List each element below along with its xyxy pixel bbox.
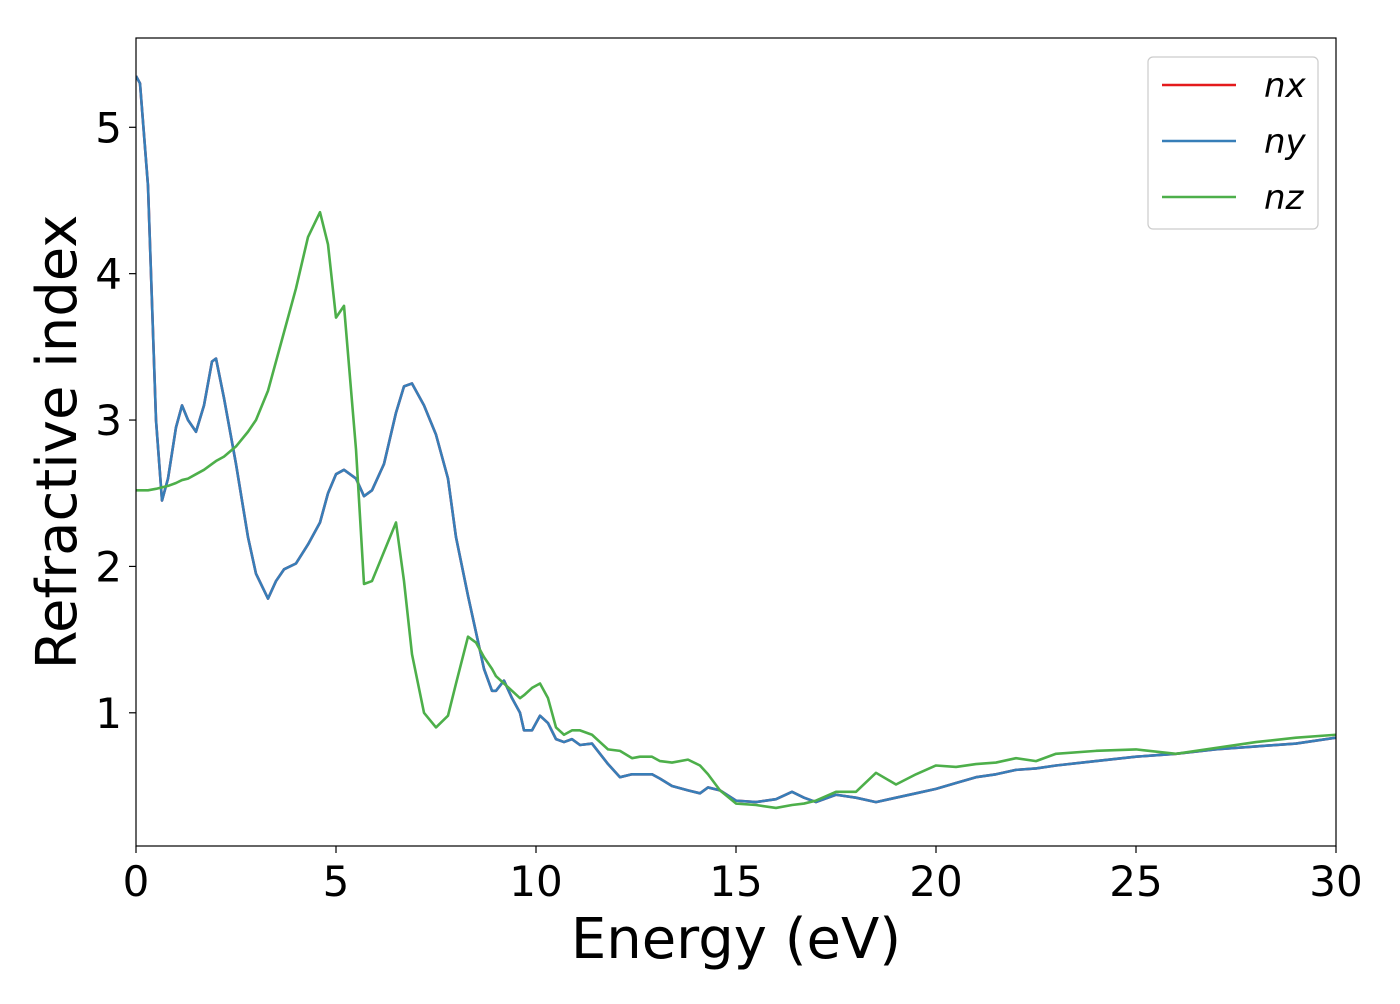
legend-label: ny <box>1264 122 1307 162</box>
y-tick-label: 4 <box>95 250 122 299</box>
x-tick-label: 0 <box>123 857 150 906</box>
y-tick-label: 2 <box>95 542 122 591</box>
y-tick-label: 1 <box>95 689 122 738</box>
x-tick-label: 10 <box>509 857 562 906</box>
x-tick-label: 15 <box>709 857 762 906</box>
line-series <box>136 75 1336 804</box>
y-tick-label: 5 <box>95 103 122 152</box>
y-axis-label: Refractive index <box>25 215 90 670</box>
x-tick-label: 20 <box>909 857 962 906</box>
legend-box <box>1147 56 1319 230</box>
x-axis-label: Energy (eV) <box>571 907 901 972</box>
x-tick-label: 25 <box>1109 857 1162 906</box>
legend-label: nz <box>1264 178 1305 218</box>
x-tick-label: 30 <box>1309 857 1362 906</box>
legend-label: nx <box>1264 66 1307 106</box>
line-series <box>136 210 1336 810</box>
plot-frame <box>135 37 1337 847</box>
y-tick-label: 3 <box>95 396 122 445</box>
x-tick-label: 5 <box>323 857 350 906</box>
